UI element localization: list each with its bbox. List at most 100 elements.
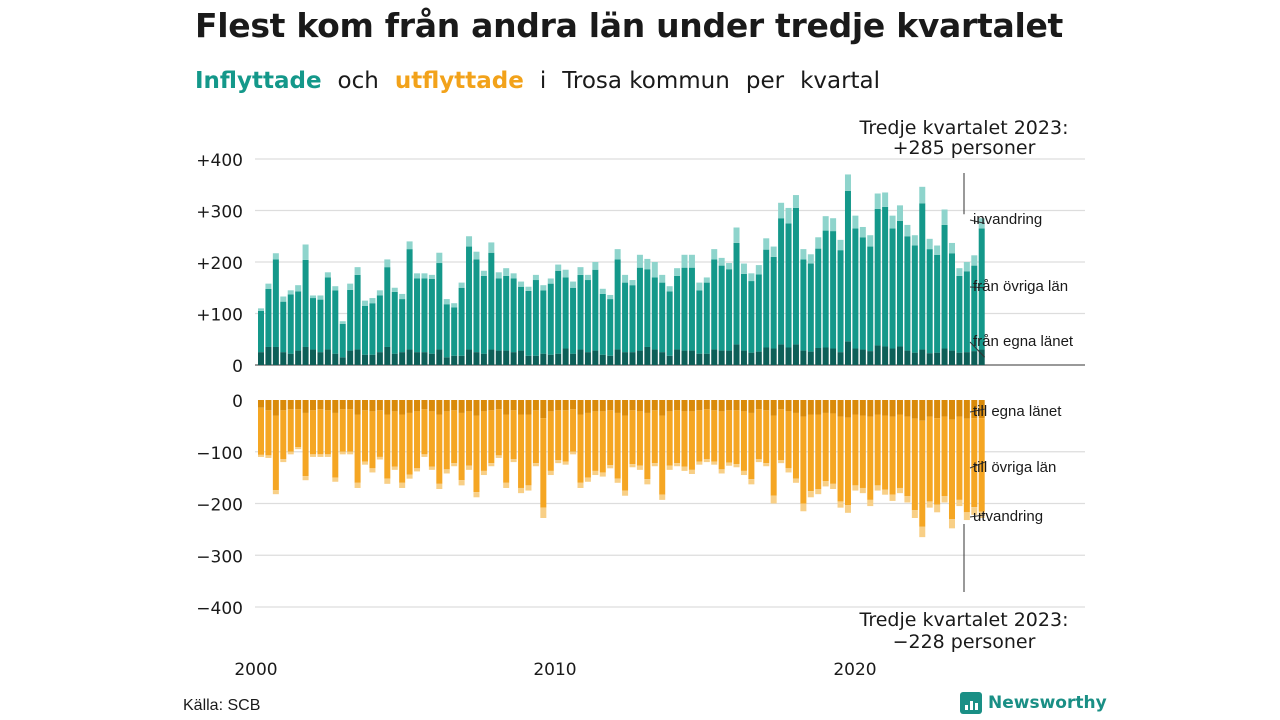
bar-in-own-county	[518, 350, 525, 365]
bar-in-other-counties	[265, 288, 272, 347]
bar-out-own-county	[867, 400, 874, 417]
bar-out-own-county	[822, 400, 829, 413]
bar-out-own-county	[956, 400, 963, 417]
bar-out-emigration	[941, 496, 948, 503]
y-tick-label-in: 0	[232, 357, 243, 377]
bar-in-own-county	[696, 353, 703, 365]
bar-in-own-county	[629, 352, 636, 365]
bar-in-immigration	[919, 186, 926, 204]
bar-in-immigration	[644, 258, 651, 270]
bar-in-own-county	[503, 350, 510, 365]
bar-in-other-counties	[971, 265, 978, 352]
bar-in-other-counties	[258, 310, 264, 353]
bar-out-other-counties	[332, 412, 339, 478]
bar-in-other-counties	[859, 237, 866, 350]
bar-out-emigration	[904, 496, 911, 503]
bar-in-own-county	[258, 352, 264, 365]
bar-out-emigration	[919, 526, 926, 538]
bar-out-other-counties	[941, 416, 948, 497]
bar-out-own-county	[570, 400, 577, 410]
bar-out-emigration	[926, 501, 933, 508]
bar-out-other-counties	[740, 411, 747, 471]
bar-out-own-county	[800, 400, 807, 417]
bar-in-other-counties	[414, 278, 421, 353]
bar-out-own-county	[332, 400, 339, 413]
bar-in-other-counties	[421, 278, 428, 353]
bar-out-emigration	[733, 464, 740, 468]
bar-in-immigration	[317, 295, 324, 300]
series-label-leader-out	[969, 461, 985, 469]
bar-in-immigration	[755, 265, 762, 275]
subtitle-kvartal: kvartal	[800, 68, 881, 94]
bar-in-own-county	[584, 352, 591, 365]
bar-in-other-counties	[540, 290, 547, 354]
series-label-leader-out	[969, 514, 985, 518]
bar-out-own-county	[391, 400, 398, 412]
bar-out-emigration	[607, 465, 614, 469]
bar-in-other-counties	[577, 274, 584, 350]
bar-out-own-county	[399, 400, 406, 415]
bar-in-own-county	[911, 352, 918, 365]
bar-out-own-county	[540, 400, 547, 419]
bar-out-own-county	[622, 400, 629, 416]
bar-in-own-county	[904, 350, 911, 365]
bar-in-own-county	[466, 349, 473, 365]
bar-in-immigration	[258, 308, 264, 311]
bar-out-other-counties	[919, 420, 926, 527]
bar-in-immigration	[830, 218, 837, 232]
bar-in-immigration	[659, 274, 666, 283]
bar-in-immigration	[785, 207, 792, 224]
bar-in-immigration	[443, 299, 450, 305]
bar-out-emigration	[703, 458, 710, 463]
bar-out-emigration	[599, 472, 606, 477]
bar-in-other-counties	[354, 274, 361, 350]
bar-out-own-county	[562, 400, 569, 411]
bar-out-own-county	[428, 400, 435, 412]
bar-out-own-county	[376, 400, 383, 411]
bar-out-own-county	[926, 400, 933, 417]
bar-out-emigration	[295, 447, 302, 450]
bar-in-immigration	[584, 274, 591, 281]
bar-in-immigration	[882, 192, 889, 207]
bar-in-own-county	[733, 344, 740, 365]
bar-out-emigration	[852, 485, 859, 491]
bar-in-immigration	[547, 278, 554, 284]
bar-out-own-county	[443, 400, 450, 412]
bar-out-own-county	[844, 400, 851, 418]
bar-in-own-county	[421, 352, 428, 365]
bar-out-own-county	[688, 400, 695, 412]
bar-in-own-county	[867, 351, 874, 365]
bar-out-other-counties	[592, 411, 599, 471]
bar-in-own-county	[495, 350, 502, 365]
bar-out-own-county	[510, 400, 517, 411]
bar-out-own-county	[636, 400, 643, 412]
bar-in-other-counties	[280, 301, 287, 353]
bar-out-emigration	[317, 454, 324, 457]
bar-in-immigration	[406, 241, 413, 250]
bar-in-own-county	[896, 346, 903, 365]
bar-out-other-counties	[510, 410, 517, 459]
bar-out-emigration	[532, 463, 539, 467]
bar-in-immigration	[896, 205, 903, 221]
bar-in-own-county	[354, 349, 361, 365]
bar-in-other-counties	[510, 278, 517, 353]
bar-out-other-counties	[822, 412, 829, 482]
bar-in-own-county	[919, 349, 926, 365]
bar-out-other-counties	[339, 409, 346, 452]
migration-chart: 0 +100 +200 +300 +400 0 −100 −200 −300 −400 2000 20…	[196, 117, 1085, 680]
bar-in-immigration	[711, 249, 718, 260]
bar-out-other-counties	[807, 414, 814, 492]
bar-in-other-counties	[674, 275, 681, 350]
bar-in-immigration	[941, 209, 948, 225]
bar-out-emigration	[592, 470, 599, 476]
bar-in-other-counties	[844, 190, 851, 342]
bar-out-own-county	[629, 400, 636, 411]
bar-in-own-county	[740, 350, 747, 365]
bar-out-own-county	[882, 400, 889, 416]
bar-in-other-counties	[614, 259, 621, 350]
bar-in-own-county	[287, 353, 294, 365]
bar-in-other-counties	[547, 283, 554, 355]
bar-in-other-counties	[562, 277, 569, 349]
bar-out-own-county	[651, 400, 658, 411]
bar-in-own-county	[599, 354, 606, 365]
